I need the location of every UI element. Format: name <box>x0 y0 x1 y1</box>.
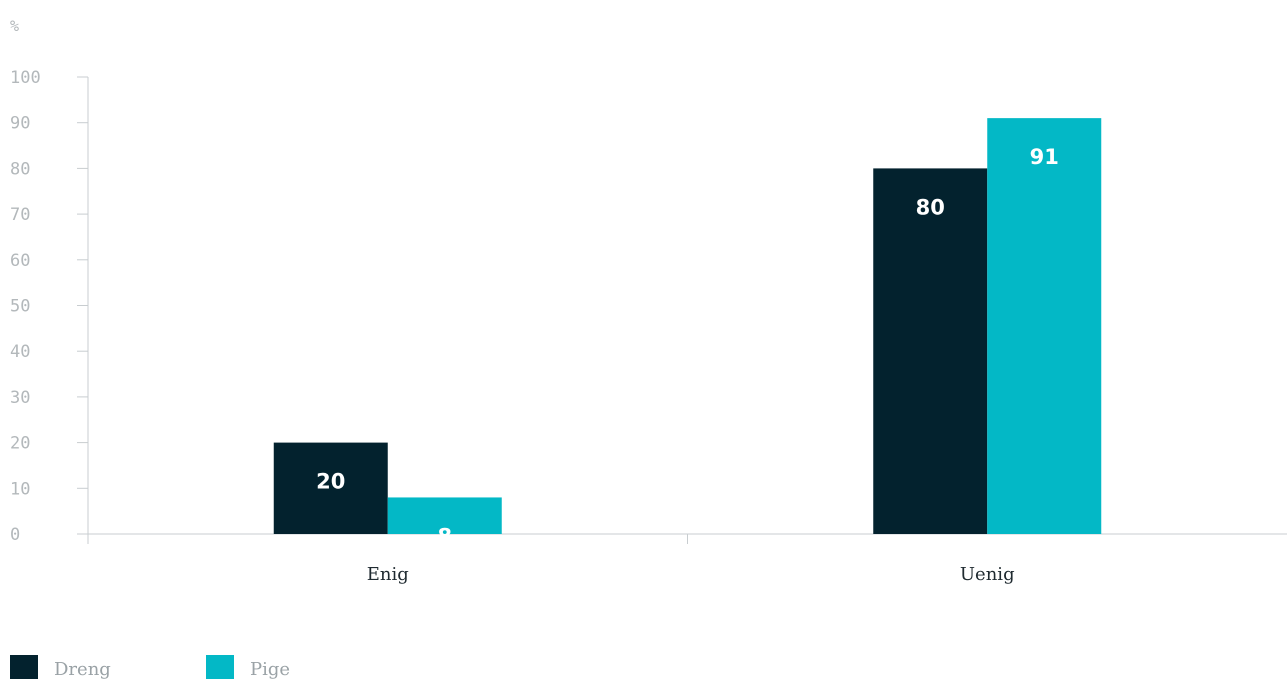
x-axis: Enig Uenig <box>87 533 1287 585</box>
legend-swatch-dreng <box>10 655 38 679</box>
y-tick-label: 0 <box>10 525 20 545</box>
y-tick-label: 20 <box>10 434 30 454</box>
y-axis-unit-label: % <box>10 17 19 35</box>
y-tick-label: 10 <box>10 479 30 499</box>
y-tick-label: 90 <box>10 114 30 134</box>
legend-label-dreng: Dreng <box>54 659 111 679</box>
bar-dreng-uenig <box>873 168 988 534</box>
legend: Dreng Pige <box>10 655 290 679</box>
legend-label-pige: Pige <box>250 659 290 679</box>
bar-pige-uenig <box>987 118 1102 534</box>
bar-value-label: 8 <box>437 524 452 548</box>
y-tick-label: 80 <box>10 159 30 179</box>
y-tick-label: 40 <box>10 342 30 362</box>
bar-value-label: 20 <box>316 470 345 494</box>
y-tick-label: 100 <box>10 68 41 88</box>
x-category-label: Uenig <box>960 564 1015 585</box>
bar-value-label: 91 <box>1030 145 1059 169</box>
y-tick-label: 70 <box>10 205 30 225</box>
y-tick-label: 50 <box>10 297 30 317</box>
x-category-label: Enig <box>367 564 409 585</box>
bar-dreng-enig <box>273 442 388 534</box>
y-axis: 0 10 20 30 40 50 60 70 80 90 100 <box>10 68 89 545</box>
y-tick-label: 60 <box>10 251 30 271</box>
bars-group: 20 8 80 91 <box>273 118 1102 548</box>
legend-swatch-pige <box>206 655 234 679</box>
y-tick-label: 30 <box>10 388 30 408</box>
bar-value-label: 80 <box>916 195 945 219</box>
bar-pige-enig <box>387 497 502 534</box>
